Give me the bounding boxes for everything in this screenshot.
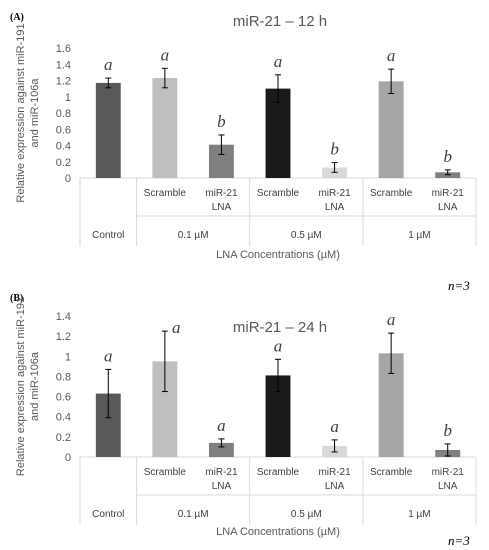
chart-title: miR-21 – 12 h [233, 13, 327, 30]
y-tick-label: 0 [65, 173, 71, 185]
group-label: 0.1 µM [178, 230, 209, 241]
y-tick-label: 0.8 [56, 108, 71, 120]
significance-letter: b [217, 112, 226, 131]
category-label: LNA [325, 481, 345, 492]
bar [265, 88, 291, 178]
title-significance-letter: a [172, 318, 181, 337]
significance-letter: a [217, 416, 226, 435]
y-tick-label: 1.4 [56, 311, 71, 323]
y-tick-label: 1.6 [56, 43, 71, 55]
category-label: Scramble [144, 467, 187, 478]
y-tick-label: 0.2 [56, 157, 71, 169]
category-label: miR-21 [205, 467, 238, 478]
y-tick-label: 1.2 [56, 331, 71, 343]
y-tick-label: 1 [65, 351, 71, 363]
panel-label: (B) [10, 293, 23, 304]
category-label: miR-21 [205, 188, 238, 199]
group-label: 0.1 µM [178, 509, 209, 520]
category-label: LNA [438, 202, 458, 213]
category-label: Scramble [370, 188, 413, 199]
group-label: 1 µM [408, 509, 430, 520]
y-tick-label: 0.4 [56, 141, 71, 153]
y-axis-label: and miR-106a [29, 78, 41, 148]
y-tick-label: 1 [65, 92, 71, 104]
group-label: 1 µM [408, 230, 430, 241]
significance-letter: a [104, 346, 113, 365]
panel-label: (A) [10, 12, 24, 23]
category-label: LNA [212, 202, 232, 213]
sample-size-label: n=3 [448, 533, 470, 548]
significance-letter: a [274, 52, 283, 71]
x-axis-label: LNA Concentrations (µM) [216, 526, 340, 538]
category-label: miR-21 [318, 467, 351, 478]
y-tick-label: 0.2 [56, 432, 71, 444]
significance-letter: a [387, 310, 396, 329]
significance-letter: a [274, 336, 283, 355]
x-axis-label: LNA Concentrations (µM) [216, 249, 340, 261]
group-label: Control [92, 509, 124, 520]
category-label: Scramble [257, 467, 300, 478]
y-tick-label: 0.4 [56, 412, 71, 424]
significance-letter: a [330, 417, 339, 436]
chart-panel-a: (A) miR-21 – 12 h 0 0.2 0.4 0.6 0.8 1 1.2 1.4 1.6 R… [10, 12, 477, 293]
bar [208, 442, 234, 457]
category-label: miR-21 [432, 188, 465, 199]
y-tick-label: 0.6 [56, 392, 71, 404]
group-label: Control [92, 230, 124, 241]
y-axis-label: Relative expression against miR-191 [15, 23, 27, 202]
significance-letter: b [443, 147, 452, 166]
bar [95, 82, 121, 178]
significance-letter: b [443, 421, 452, 440]
y-axis-label: and miR-106a [29, 351, 41, 421]
significance-letter: a [387, 46, 396, 65]
y-tick-label: 0 [65, 452, 71, 464]
category-label: LNA [212, 481, 232, 492]
significance-letter: a [161, 45, 170, 64]
category-label: LNA [325, 202, 345, 213]
group-label: 0.5 µM [291, 509, 322, 520]
sample-size-label: n=3 [448, 278, 470, 293]
category-label: Scramble [370, 467, 413, 478]
y-tick-label: 1.4 [56, 59, 71, 71]
significance-letter: b [330, 140, 339, 159]
y-axis-label: Relative expression against miR-191 [15, 297, 27, 476]
category-label: LNA [438, 481, 458, 492]
bar [152, 78, 178, 178]
category-label: miR-21 [318, 188, 351, 199]
category-label: miR-21 [432, 467, 465, 478]
significance-letter: a [104, 55, 113, 74]
y-tick-label: 1.2 [56, 76, 71, 88]
group-label: 0.5 µM [291, 230, 322, 241]
chart-panel-b: (B)miR-21 – 24 ha00.20.40.60.811.21.4Rel… [10, 293, 477, 548]
bar [378, 81, 404, 178]
category-label: Scramble [144, 188, 187, 199]
y-tick-label: 0.8 [56, 371, 71, 383]
y-tick-label: 0.6 [56, 124, 71, 136]
chart-title: miR-21 – 24 h [233, 319, 327, 336]
category-label: Scramble [257, 188, 300, 199]
